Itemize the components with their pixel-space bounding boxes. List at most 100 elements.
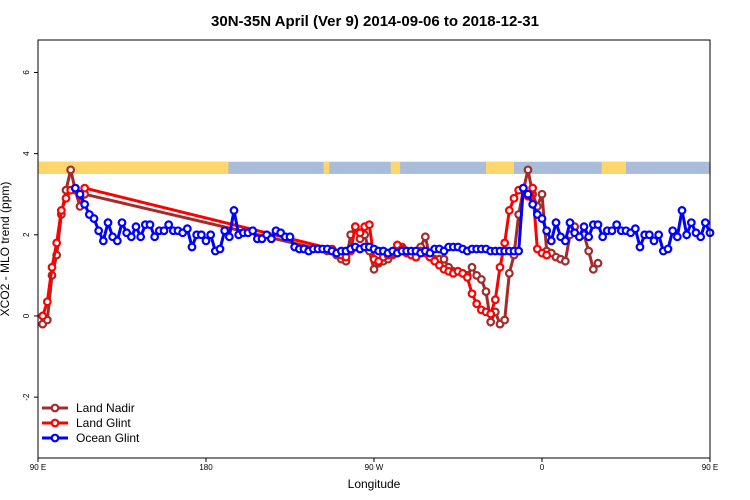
data-point xyxy=(579,222,589,232)
data-point xyxy=(98,236,108,246)
data-point xyxy=(476,275,486,284)
data-point xyxy=(164,220,174,230)
data-point xyxy=(117,218,127,228)
data-point xyxy=(542,226,552,236)
data-point xyxy=(70,183,80,193)
legend-swatch-marker xyxy=(50,433,60,443)
data-point xyxy=(462,273,472,282)
data-point xyxy=(696,232,706,242)
y-tick-label: 4 xyxy=(22,151,31,156)
data-point xyxy=(490,295,500,305)
series-line xyxy=(74,184,712,255)
data-point xyxy=(528,183,538,193)
data-point xyxy=(649,236,659,246)
data-point xyxy=(229,206,239,215)
x-axis-label: Longitude xyxy=(348,477,401,491)
data-point xyxy=(355,228,365,238)
data-point xyxy=(546,236,556,246)
x-tick-label: 90 W xyxy=(365,463,384,472)
series-layer xyxy=(38,165,715,329)
x-tick-label: 90 E xyxy=(702,463,718,472)
data-point xyxy=(486,317,496,327)
legend-label: Ocean Glint xyxy=(76,431,140,445)
data-point xyxy=(467,262,477,272)
data-point xyxy=(663,244,673,254)
data-point xyxy=(369,264,379,274)
x-tick-label: 180 xyxy=(199,463,213,472)
data-point xyxy=(56,206,66,215)
data-point xyxy=(126,232,136,242)
land-band-segment xyxy=(486,161,514,174)
data-point xyxy=(80,183,90,193)
data-point xyxy=(514,246,524,256)
y-tick-label: 0 xyxy=(22,313,31,318)
data-point xyxy=(584,246,594,256)
chart-title: 30N-35N April (Ver 9) 2014-09-06 to 2018… xyxy=(211,13,539,30)
x-axis: 90 E 180 90 W 0 90 E xyxy=(30,458,718,472)
data-point xyxy=(439,254,449,264)
data-point xyxy=(509,193,519,203)
data-point xyxy=(350,222,360,232)
data-point xyxy=(472,299,482,309)
data-point xyxy=(523,165,533,175)
data-point xyxy=(248,226,258,236)
data-point xyxy=(66,165,76,175)
data-point xyxy=(537,214,547,223)
data-point xyxy=(528,199,538,209)
data-point xyxy=(504,268,514,278)
series-ocean-glint xyxy=(70,183,715,258)
data-point xyxy=(42,297,52,307)
data-point xyxy=(187,242,197,252)
data-point xyxy=(131,222,141,232)
data-point xyxy=(700,218,710,228)
data-point xyxy=(481,287,491,297)
data-point xyxy=(94,226,104,236)
legend-swatch-marker xyxy=(50,418,60,428)
data-point xyxy=(467,289,477,299)
data-point xyxy=(52,238,62,248)
legend-item: Land Nadir xyxy=(42,401,135,415)
data-point xyxy=(220,226,230,236)
data-point xyxy=(518,183,528,193)
data-point xyxy=(500,238,510,248)
data-point xyxy=(635,242,645,252)
data-point xyxy=(89,214,99,223)
legend-label: Land Glint xyxy=(76,416,131,430)
y-axis: -2 0 2 4 6 xyxy=(22,70,38,401)
legend-item: Land Glint xyxy=(42,416,131,430)
data-point xyxy=(38,311,48,321)
data-point xyxy=(593,220,603,230)
y-tick-label: 6 xyxy=(22,70,31,75)
data-point xyxy=(668,226,678,236)
data-point xyxy=(598,232,608,242)
data-point xyxy=(495,262,505,272)
data-point xyxy=(285,232,295,242)
data-point xyxy=(588,264,598,274)
y-tick-label: 2 xyxy=(22,232,31,237)
data-point xyxy=(182,224,192,234)
data-point xyxy=(677,206,687,215)
data-point xyxy=(593,258,603,268)
data-point xyxy=(560,236,570,246)
data-point xyxy=(364,220,374,230)
data-point xyxy=(537,189,547,199)
data-point xyxy=(196,230,206,240)
data-point xyxy=(630,224,640,234)
data-point xyxy=(201,236,211,246)
data-point xyxy=(612,220,622,230)
legend-item: Ocean Glint xyxy=(42,431,140,445)
legend-swatch-marker xyxy=(50,403,60,413)
data-point xyxy=(75,189,85,199)
data-point xyxy=(574,232,584,242)
x-tick-label: 0 xyxy=(540,463,545,472)
data-point xyxy=(523,189,533,199)
data-point xyxy=(607,226,617,236)
data-point xyxy=(150,232,160,242)
data-point xyxy=(682,230,692,240)
data-point xyxy=(224,232,234,242)
y-axis-label: XCO2 - MLO trend (ppm) xyxy=(0,182,12,317)
legend-label: Land Nadir xyxy=(76,401,135,415)
land-band-segment xyxy=(323,161,330,174)
data-point xyxy=(103,218,113,228)
